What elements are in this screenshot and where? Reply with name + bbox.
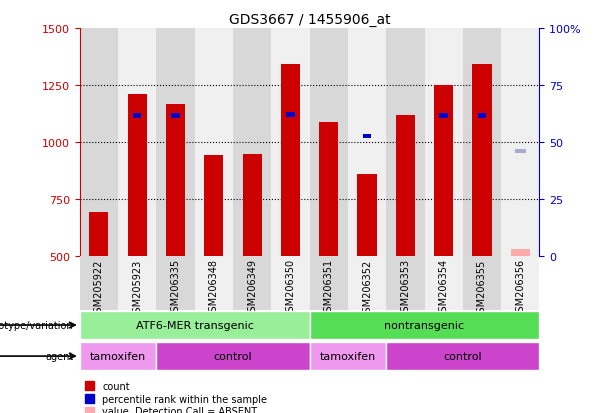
Bar (440, 114, 448, 119)
Bar (204, 156, 223, 256)
Bar (89, 213, 109, 256)
Text: GSM206353: GSM206353 (400, 259, 410, 318)
Bar (118, 256, 156, 310)
Text: GSM206355: GSM206355 (477, 259, 487, 318)
Text: GSM206354: GSM206354 (439, 259, 449, 318)
Bar (271, 29, 310, 256)
Bar (463, 29, 501, 256)
Bar (195, 29, 233, 256)
Bar (118, 29, 156, 256)
Bar (281, 65, 300, 256)
Bar (80, 29, 118, 256)
Bar (80, 311, 310, 339)
Bar (511, 249, 530, 256)
Text: tamoxifen: tamoxifen (90, 351, 146, 361)
Bar (348, 29, 386, 256)
Text: GSM205923: GSM205923 (132, 259, 142, 318)
Text: control: control (443, 351, 482, 361)
Bar (424, 29, 463, 256)
Bar (271, 256, 310, 310)
Bar (133, 114, 142, 119)
Bar (473, 65, 492, 256)
Text: nontransgenic: nontransgenic (384, 320, 465, 330)
Bar (463, 256, 501, 310)
Bar (478, 114, 486, 119)
Bar (310, 311, 539, 339)
Text: GSM206351: GSM206351 (324, 259, 333, 318)
Bar (357, 174, 376, 256)
Text: GSM206350: GSM206350 (286, 259, 295, 318)
Bar (80, 256, 118, 310)
Bar (386, 342, 539, 370)
Bar (363, 135, 371, 139)
Bar (80, 342, 156, 370)
Text: GSM206348: GSM206348 (209, 259, 219, 318)
Legend: count, percentile rank within the sample, value, Detection Call = ABSENT, rank, : count, percentile rank within the sample… (85, 381, 267, 413)
Bar (156, 342, 310, 370)
Bar (243, 155, 262, 256)
Title: GDS3667 / 1455906_at: GDS3667 / 1455906_at (229, 12, 390, 26)
Bar (233, 29, 271, 256)
Text: ATF6-MER transgenic: ATF6-MER transgenic (135, 320, 254, 330)
Bar (501, 29, 539, 256)
Bar (171, 114, 180, 119)
Bar (166, 105, 185, 256)
Bar (128, 95, 147, 256)
Text: agent: agent (45, 351, 74, 361)
Bar (310, 342, 386, 370)
Bar (156, 29, 195, 256)
Bar (501, 256, 539, 310)
Bar (233, 256, 271, 310)
Bar (396, 115, 415, 256)
Bar (156, 256, 195, 310)
Bar (348, 256, 386, 310)
Bar (515, 150, 525, 154)
Text: control: control (213, 351, 253, 361)
Text: GSM206335: GSM206335 (170, 259, 180, 318)
Bar (310, 256, 348, 310)
Text: GSM206356: GSM206356 (516, 259, 525, 318)
Bar (386, 256, 424, 310)
Bar (286, 113, 295, 117)
Bar (424, 256, 463, 310)
Text: GSM205922: GSM205922 (94, 259, 104, 318)
Text: genotype/variation: genotype/variation (0, 320, 74, 330)
Bar (319, 123, 338, 256)
Text: GSM206349: GSM206349 (247, 259, 257, 318)
Bar (434, 85, 453, 256)
Bar (195, 256, 233, 310)
Text: GSM206352: GSM206352 (362, 259, 372, 318)
Bar (310, 29, 348, 256)
Bar (386, 29, 424, 256)
Text: tamoxifen: tamoxifen (320, 351, 376, 361)
